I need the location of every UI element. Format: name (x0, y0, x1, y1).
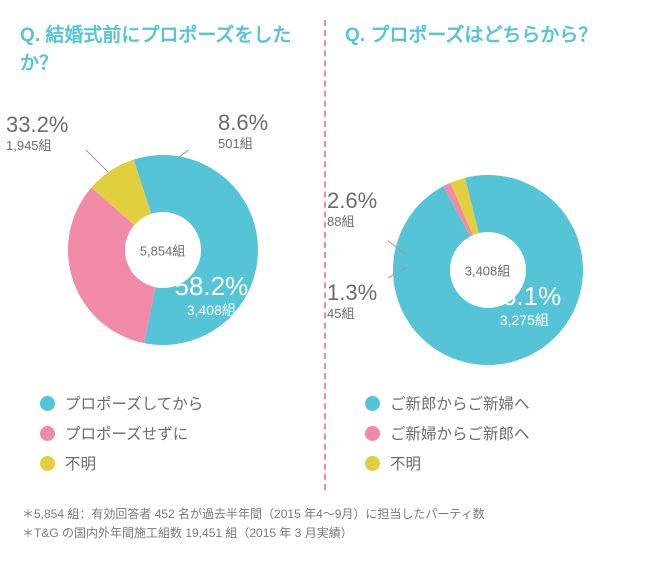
legend-label: ご新郎からご新婦へ (390, 392, 530, 414)
legend-swatch (40, 396, 55, 411)
legend-label: プロポーズしてから (65, 392, 203, 414)
right-center-total: 3,408組 (465, 261, 511, 280)
footnotes: ＊5,854 組：有効回答者 452 名が過去半年間（2015 年4～9月）に担… (22, 505, 640, 543)
footnote-1: ＊5,854 組：有効回答者 452 名が過去半年間（2015 年4～9月）に担… (22, 505, 640, 524)
legend-label: ご新婦からご新郎へ (390, 422, 530, 444)
left-center-total: 5,854組 (140, 241, 186, 260)
right-pink-callout: 1.3% 45組 (327, 280, 377, 322)
right-pink-cnt: 45組 (327, 306, 377, 322)
right-main-cnt: 3,275組 (488, 312, 562, 328)
right-yellow-cnt: 88組 (327, 214, 377, 230)
legend-swatch (40, 426, 55, 441)
legend-item: 不明 (365, 452, 530, 474)
legend-label: 不明 (65, 452, 96, 474)
left-main-cnt: 3,408組 (175, 302, 249, 318)
legend-label: 不明 (390, 452, 421, 474)
legend-item: プロポーズしてから (40, 392, 203, 414)
right-question-title: Q. プロポーズはどちらから？ (345, 22, 640, 50)
left-panel: Q. 結婚式前にプロポーズをしたか？ 5,854組 58.2% 3,408組 3… (0, 0, 325, 500)
right-main-pct: 96.1% (488, 282, 562, 312)
left-yellow-pct: 8.6% (218, 110, 268, 136)
left-pink-cnt: 1,945組 (6, 138, 68, 154)
left-chart: 5,854組 58.2% 3,408組 (63, 150, 263, 350)
legend-swatch (365, 396, 380, 411)
right-panel: Q. プロポーズはどちらから？ 3,408組 96.1% 3,275組 2.6%… (325, 0, 650, 500)
left-leader-pink (78, 150, 108, 172)
legend-swatch (40, 456, 55, 471)
left-legend: プロポーズしてからプロポーズせずに不明 (40, 392, 203, 482)
left-yellow-callout: 8.6% 501組 (218, 110, 268, 152)
right-chart: 3,408組 96.1% 3,275組 (388, 170, 588, 370)
left-question-title: Q. 結婚式前にプロポーズをしたか？ (20, 22, 315, 77)
legend-label: プロポーズせずに (65, 422, 188, 444)
legend-swatch (365, 456, 380, 471)
left-pink-pct: 33.2% (6, 112, 68, 138)
left-main-pct: 58.2% (175, 272, 249, 302)
left-yellow-cnt: 501組 (218, 136, 268, 152)
right-pink-pct: 1.3% (327, 280, 377, 306)
legend-item: ご新婦からご新郎へ (365, 422, 530, 444)
footnote-2: ＊T&G の国内外年間施工組数 19,451 組（2015 年 3 月実績） (22, 524, 640, 543)
left-leader-yellow (178, 150, 218, 158)
right-legend: ご新郎からご新婦へご新婦からご新郎へ不明 (365, 392, 530, 482)
legend-item: プロポーズせずに (40, 422, 203, 444)
legend-item: ご新郎からご新婦へ (365, 392, 530, 414)
right-yellow-pct: 2.6% (327, 188, 377, 214)
legend-swatch (365, 426, 380, 441)
right-yellow-callout: 2.6% 88組 (327, 188, 377, 230)
right-main-callout: 96.1% 3,275組 (488, 282, 562, 328)
left-pink-callout: 33.2% 1,945組 (6, 112, 68, 154)
left-main-callout: 58.2% 3,408組 (175, 272, 249, 318)
legend-item: 不明 (40, 452, 203, 474)
